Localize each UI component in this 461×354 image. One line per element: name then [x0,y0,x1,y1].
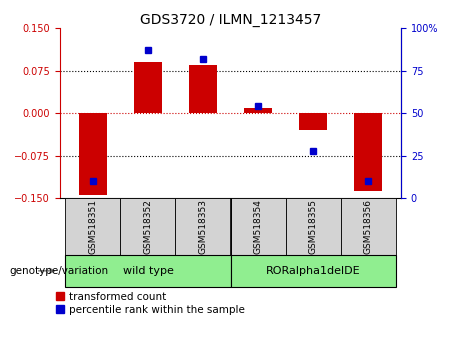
Bar [79,113,106,195]
Text: GSM518352: GSM518352 [143,199,153,254]
Bar [189,65,217,113]
Legend: transformed count, percentile rank within the sample: transformed count, percentile rank withi… [56,292,245,315]
Bar [120,198,176,255]
Text: GSM518354: GSM518354 [254,199,262,254]
Title: GDS3720 / ILMN_1213457: GDS3720 / ILMN_1213457 [140,13,321,27]
Text: wild type: wild type [123,266,173,276]
Bar [230,255,396,287]
Bar [134,62,162,113]
Text: genotype/variation: genotype/variation [9,266,108,276]
Bar [285,198,341,255]
Text: RORalpha1delDE: RORalpha1delDE [266,266,361,276]
Text: GSM518356: GSM518356 [364,199,372,254]
Text: GSM518353: GSM518353 [199,199,207,254]
Bar [65,198,120,255]
Bar [230,198,285,255]
Bar [299,113,327,130]
Bar [176,198,230,255]
Text: GSM518351: GSM518351 [89,199,97,254]
Bar [244,108,272,113]
Bar [65,255,230,287]
Bar [355,113,382,192]
Text: GSM518355: GSM518355 [308,199,318,254]
Bar [341,198,396,255]
